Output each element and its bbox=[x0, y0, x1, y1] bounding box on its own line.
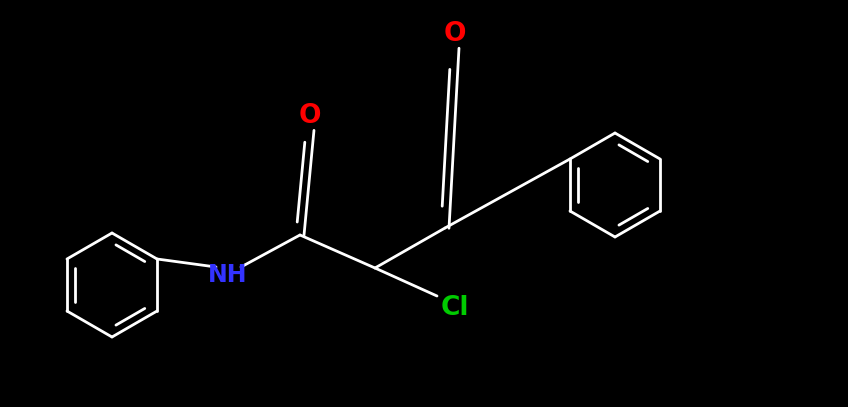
Text: O: O bbox=[444, 21, 466, 47]
Text: NH: NH bbox=[209, 263, 248, 287]
Text: O: O bbox=[298, 103, 321, 129]
Text: Cl: Cl bbox=[441, 295, 469, 321]
